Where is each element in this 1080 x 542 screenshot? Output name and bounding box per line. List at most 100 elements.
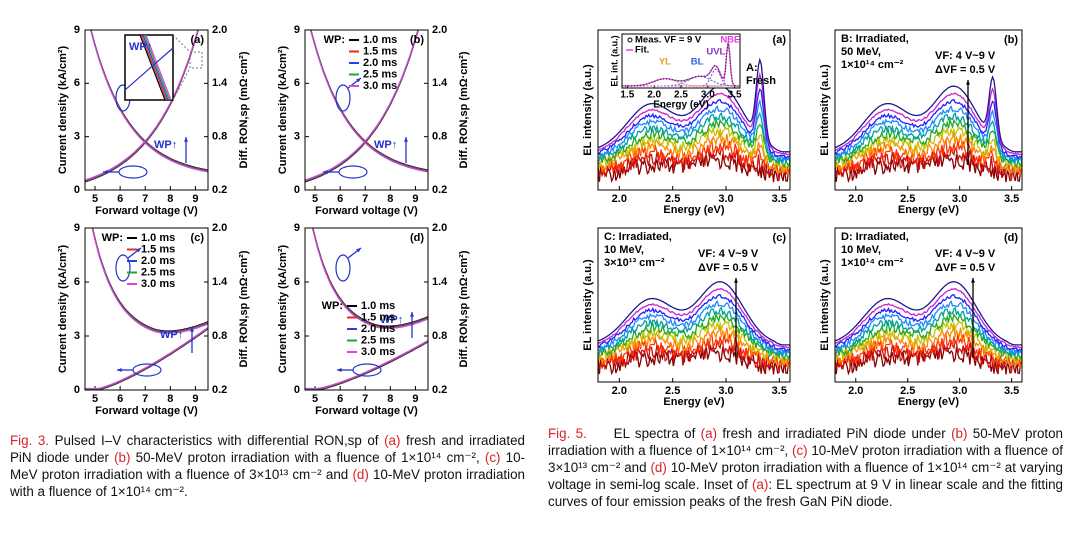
x-tick-label: 6 bbox=[117, 193, 123, 205]
panel-note: Fresh bbox=[746, 75, 776, 87]
y-tick-label: 3 bbox=[74, 131, 80, 143]
y-tick-label: 9 bbox=[294, 222, 300, 234]
legend-title: WP: bbox=[322, 300, 343, 312]
r-curve bbox=[90, 30, 208, 173]
x-tick-label: 6 bbox=[337, 193, 343, 205]
legend-label: 1.0 ms bbox=[361, 300, 395, 312]
fit-peak bbox=[622, 42, 740, 87]
spectrum bbox=[598, 293, 790, 353]
y-tick-label: 3 bbox=[294, 131, 300, 143]
caption-ref: (c) bbox=[792, 443, 808, 458]
x-tick-label: 7 bbox=[142, 393, 148, 405]
arrow-head bbox=[117, 368, 122, 372]
arrow-head bbox=[966, 80, 970, 85]
spectrum bbox=[835, 281, 1022, 346]
legend-label: 1.0 ms bbox=[141, 232, 175, 244]
x-axis-label: Forward voltage (V) bbox=[315, 205, 418, 217]
y2-tick-label: 1.4 bbox=[212, 276, 228, 288]
spectrum bbox=[598, 146, 790, 180]
caption-text: 10-MeV proton irradiation with a fluence… bbox=[10, 450, 526, 482]
inset-x-label: Energy (eV) bbox=[653, 100, 709, 111]
x-axis-label: Forward voltage (V) bbox=[315, 405, 418, 417]
y2-tick-label: 0.2 bbox=[212, 384, 227, 396]
spectrum bbox=[835, 126, 1022, 172]
zoom-curve bbox=[142, 34, 169, 101]
x-tick-label: 3.5 bbox=[772, 193, 787, 205]
panel-note: A: bbox=[746, 62, 758, 74]
x-tick-label: 5 bbox=[92, 193, 98, 205]
spectrum bbox=[835, 287, 1022, 349]
arrow-head bbox=[356, 248, 361, 253]
y2-axis-label: Diff. RON,sp (mΩ·cm²) bbox=[458, 51, 470, 168]
figures: 5 6 7 8 9 0 3 6 9 0.2 0.8 1.4 2.0 Forward voltage (V)… bbox=[57, 24, 1023, 417]
x-tick-label: 2.5 bbox=[900, 385, 915, 397]
y2-tick-label: 2.0 bbox=[432, 24, 447, 36]
inset-x-tick-label: 1.5 bbox=[620, 90, 634, 101]
y2-tick-label: 1.4 bbox=[432, 276, 448, 288]
caption-text: 50-MeV proton irradiation with a fluence… bbox=[130, 450, 485, 465]
x-axis-label: Forward voltage (V) bbox=[95, 205, 198, 217]
x-tick-label: 2.0 bbox=[848, 385, 863, 397]
panel-tag: (a) bbox=[773, 34, 787, 46]
peak-label: BL bbox=[691, 57, 704, 68]
legend-label: 2.0 ms bbox=[363, 57, 397, 69]
y-axis-label: Current density (kA/cm²) bbox=[57, 244, 69, 373]
panel-note: 1×10¹⁴ cm⁻² bbox=[841, 257, 904, 269]
legend-title: WP: bbox=[102, 232, 123, 244]
panel-note: B: Irradiated, bbox=[841, 33, 909, 45]
x-tick-label: 9 bbox=[192, 393, 198, 405]
legend-label: 3.0 ms bbox=[141, 278, 175, 290]
y-axis-label: EL intensity (a.u.) bbox=[819, 259, 831, 351]
panel-tag: (c) bbox=[191, 232, 205, 244]
y2-tick-label: 2.0 bbox=[432, 222, 447, 234]
x-tick-label: 2.5 bbox=[665, 385, 680, 397]
spectrum bbox=[835, 306, 1022, 358]
y2-tick-label: 0.8 bbox=[212, 330, 227, 342]
j-curve bbox=[85, 328, 208, 390]
r-curve bbox=[91, 228, 208, 334]
caption-ref: (c) bbox=[484, 450, 501, 465]
spectrum bbox=[835, 105, 1022, 164]
y2-tick-label: 2.0 bbox=[212, 24, 227, 36]
plot-frame bbox=[834, 227, 1023, 383]
curves bbox=[85, 228, 208, 390]
x-tick-label: 9 bbox=[412, 193, 418, 205]
spectrum bbox=[598, 287, 790, 349]
y-axis-label: EL intensity (a.u.) bbox=[582, 259, 594, 351]
y2-tick-label: 1.4 bbox=[432, 77, 448, 89]
sweep-note: VF: 4 V~9 V bbox=[698, 248, 759, 260]
x-tick-label: 3.5 bbox=[772, 385, 787, 397]
arrow-head bbox=[190, 327, 194, 332]
y-axis-label: Current density (kA/cm²) bbox=[277, 244, 289, 373]
panel-note: 50 MeV, bbox=[841, 46, 881, 58]
spectrum bbox=[835, 117, 1022, 168]
caption-ref: (a) bbox=[700, 426, 718, 441]
x-axis-label: Forward voltage (V) bbox=[95, 405, 198, 417]
marker-ellipse bbox=[335, 254, 351, 282]
spectrum bbox=[598, 71, 790, 156]
plot-frame bbox=[304, 29, 429, 191]
peak-label: YL bbox=[659, 57, 671, 68]
panel-tag: (b) bbox=[1004, 34, 1018, 46]
arrow-head bbox=[971, 278, 975, 283]
caption-ref: Fig. 5. bbox=[548, 426, 587, 441]
legend-label: 1.0 ms bbox=[363, 34, 397, 46]
panel-tag: (b) bbox=[410, 34, 424, 46]
caption-ref: (a) bbox=[384, 433, 401, 448]
zoom-source bbox=[189, 51, 203, 69]
wp-annotation: WP↑ bbox=[160, 329, 183, 341]
x-tick-label: 5 bbox=[92, 393, 98, 405]
arrow-head bbox=[103, 170, 108, 174]
legend-label: 2.5 ms bbox=[141, 266, 175, 278]
panel-note: 1×10¹⁴ cm⁻² bbox=[841, 59, 904, 71]
x-tick-label: 2.0 bbox=[612, 385, 627, 397]
x-tick-label: 3.5 bbox=[1004, 193, 1019, 205]
spectra bbox=[835, 281, 1022, 376]
spectrum bbox=[598, 339, 790, 372]
sweep-note: ΔVF = 0.5 V bbox=[698, 262, 759, 274]
spectrum bbox=[835, 311, 1022, 361]
zoom-curve bbox=[139, 34, 166, 101]
legend-label: 1.5 ms bbox=[363, 45, 397, 57]
plot-frame bbox=[84, 227, 209, 391]
